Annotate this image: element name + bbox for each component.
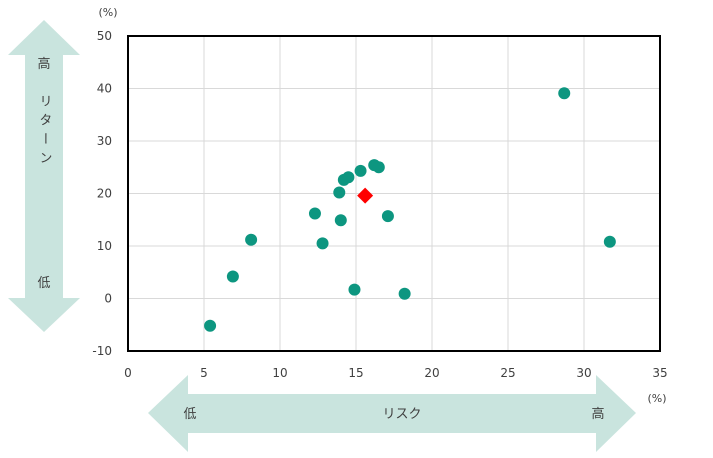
circle-data-point — [381, 210, 394, 223]
data-points — [204, 87, 616, 332]
risk-low-label: 低 — [183, 407, 196, 422]
risk-high-label: 高 — [591, 406, 604, 422]
y-unit-label: (%) — [98, 6, 117, 19]
circle-data-point — [348, 283, 361, 296]
circle-data-point — [226, 270, 239, 283]
risk-axis-label: リスク — [382, 407, 421, 422]
x-tick-label: 30 — [576, 366, 591, 380]
circle-data-point — [372, 161, 385, 174]
y-tick-label: 20 — [97, 187, 112, 201]
diamond-data-point — [357, 187, 374, 204]
x-tick-label: 25 — [500, 366, 515, 380]
circle-data-point — [354, 164, 367, 177]
y-tick-label: 40 — [97, 82, 112, 96]
y-tick-label: 10 — [97, 239, 112, 253]
y-tick-label: 50 — [97, 29, 112, 43]
x-tick-label: 0 — [124, 366, 132, 380]
return-low-label: 低 — [37, 276, 50, 291]
plot-frame — [127, 35, 661, 352]
circle-data-point — [603, 235, 616, 248]
x-tick-label: 5 — [200, 366, 208, 380]
grid-lines — [127, 35, 661, 352]
x-tick-label: 35 — [652, 366, 667, 380]
return-double-arrow — [8, 20, 80, 332]
circle-data-point — [333, 186, 346, 199]
return-axis-label: リターン — [37, 94, 52, 170]
y-tick-label: 0 — [104, 292, 112, 306]
risk-double-arrow — [148, 375, 636, 452]
x-unit-label: (%) — [647, 392, 666, 405]
x-tick-label: 20 — [424, 366, 439, 380]
circle-data-point — [334, 214, 347, 227]
x-tick-label: 15 — [348, 366, 363, 380]
circle-data-point — [558, 87, 571, 100]
circle-data-point — [398, 287, 411, 300]
tick-labels: 0 5 10 15 20 25 30 35 -10 0 10 20 30 40 50 — [92, 29, 667, 380]
circle-data-point — [204, 319, 217, 332]
x-tick-label: 10 — [272, 366, 287, 380]
return-high-label: 高 — [37, 56, 50, 72]
circle-data-point — [308, 207, 321, 220]
circle-data-point — [342, 171, 355, 184]
y-tick-label: 30 — [97, 134, 112, 148]
circle-data-point — [316, 237, 329, 250]
y-tick-label: -10 — [92, 344, 112, 358]
circle-data-point — [245, 233, 258, 246]
